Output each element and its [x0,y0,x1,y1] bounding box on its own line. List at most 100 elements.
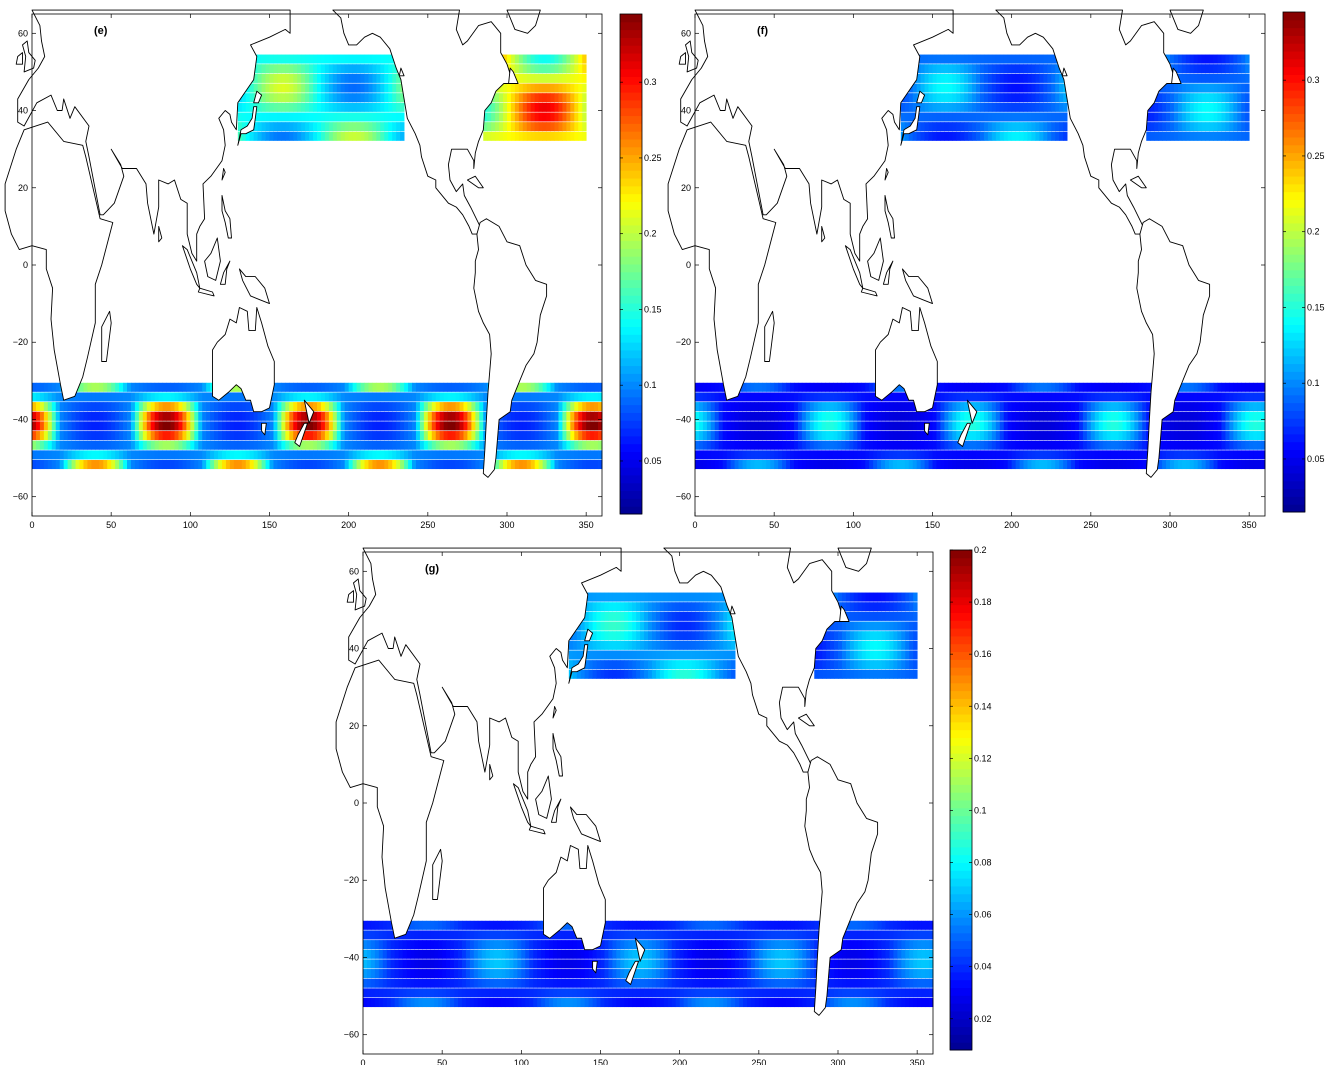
field-cell [893,611,898,621]
field-cell [332,73,338,83]
field-cell [1098,411,1104,421]
field-cell [47,431,53,441]
field-cell [1209,112,1214,122]
field-cell [261,112,266,122]
field-cell [837,402,842,412]
field-cell [873,640,878,650]
field-cell [332,421,338,431]
field-cell [590,382,595,392]
field-cell [265,73,270,83]
field-cell [495,102,500,112]
field-cell [604,669,609,679]
field-cell [826,669,831,679]
field-cell [730,402,735,412]
field-cell [328,64,334,74]
field-cell [1197,411,1203,421]
field-cell [841,411,846,421]
field-cell [822,660,827,670]
field-cell [801,450,807,460]
field-cell [406,988,411,998]
field-cell [1011,112,1017,122]
field-cell [1249,440,1254,450]
field-cell [265,102,270,112]
field-cell [1233,93,1238,103]
field-cell [1138,440,1143,450]
field-cell [1241,122,1246,132]
field-cell [578,411,583,421]
field-cell [63,402,69,412]
field-cell [750,431,755,441]
field-cell [1221,431,1226,441]
field-cell [538,102,544,112]
field-cell [921,998,926,1008]
field-cell [1007,122,1013,132]
field-cell [1003,431,1009,441]
field-cell [588,621,593,631]
field-cell [1063,402,1068,412]
field-cell [534,73,540,83]
field-cell [1047,93,1052,103]
field-cell [913,640,918,650]
field-cell [182,421,187,431]
field-cell [1035,460,1040,470]
field-cell [598,460,603,470]
field-cell [1249,392,1254,402]
field-cell [900,392,906,402]
field-cell [920,131,925,141]
field-cell [455,460,460,470]
field-cell [1003,382,1009,392]
field-cell [127,460,132,470]
field-cell [861,411,866,421]
field-cell [174,402,179,412]
field-cell [833,431,838,441]
field-cell [790,411,795,421]
colorbar-cell [620,139,642,148]
field-cell [584,669,590,679]
field-cell [924,131,929,141]
field-cell [837,460,842,470]
field-cell [1245,450,1250,460]
field-cell [1177,54,1183,64]
colorbar-cell [1283,308,1305,318]
field-cell [99,460,104,470]
field-cell [821,392,827,402]
field-cell [138,440,144,450]
field-cell [384,131,389,141]
field-cell [797,450,803,460]
field-cell [1019,392,1024,402]
field-cell [545,998,550,1008]
field-cell [584,611,590,621]
field-cell [1170,112,1175,122]
field-cell [1134,431,1139,441]
field-cell [888,421,894,431]
field-cell [570,411,575,421]
field-cell [695,382,700,392]
field-cell [920,83,925,93]
field-cell [1249,382,1254,392]
field-cell [616,998,621,1008]
field-cell [119,431,124,441]
field-cell [313,382,318,392]
field-cell [1261,411,1266,421]
field-cell [412,460,417,470]
field-cell [241,460,247,470]
field-cell [1241,102,1246,112]
field-cell [1055,64,1060,74]
field-cell [522,382,528,392]
field-cell [853,392,858,402]
field-cell [1059,402,1064,412]
field-cell [554,54,559,64]
field-cell [762,440,767,450]
field-cell [554,112,559,122]
y-tick-label: 0 [23,260,28,270]
field-cell [1225,382,1230,392]
field-cell [439,450,445,460]
field-cell [1241,64,1246,74]
field-cell [404,411,409,421]
field-cell [932,64,937,74]
field-cell [1122,421,1127,431]
field-cell [1241,402,1246,412]
field-cell [459,440,464,450]
field-cell [929,998,934,1008]
field-cell [1181,460,1187,470]
